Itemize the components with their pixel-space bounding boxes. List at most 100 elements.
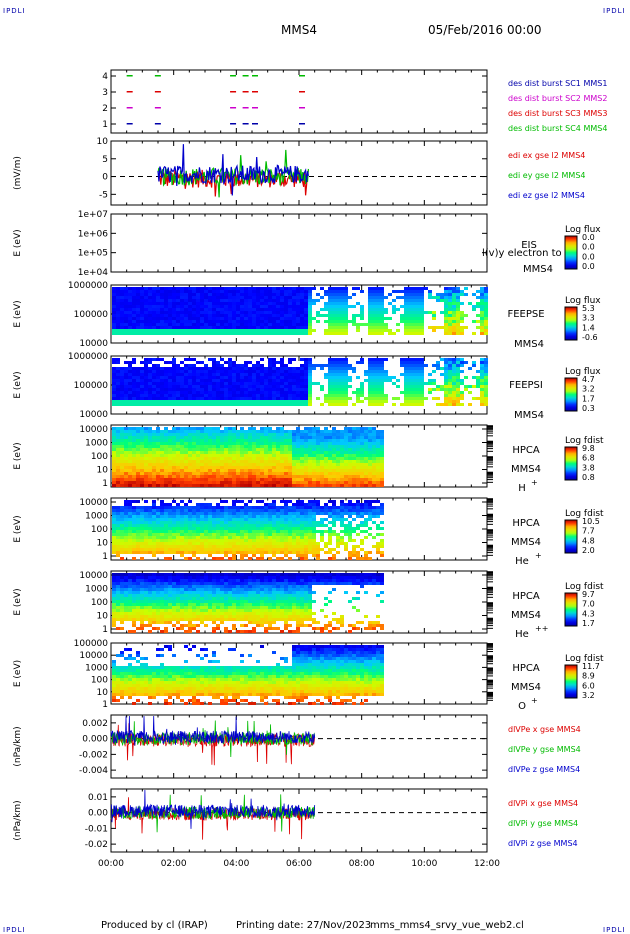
spectrogram-cell <box>268 481 272 484</box>
spectrogram-cell <box>184 463 188 466</box>
spectrogram-cell <box>188 557 192 560</box>
spectrogram-cell <box>128 500 132 503</box>
spectrogram-cell <box>328 391 332 394</box>
spectrogram-cell <box>116 361 120 364</box>
spectrogram-cell <box>264 478 268 481</box>
spectrogram-cell <box>160 320 164 323</box>
spectrogram-cell <box>212 551 216 554</box>
spectrogram-cell <box>228 317 232 320</box>
y-tick-label: 1000000 <box>68 352 108 362</box>
spectrogram-cell <box>324 481 328 484</box>
spectrogram-cell <box>368 293 372 296</box>
spectrogram-cell <box>292 299 296 302</box>
spectrogram-cell <box>220 314 224 317</box>
spectrogram-cell <box>172 448 176 451</box>
spectrogram-cell <box>404 370 408 373</box>
spectrogram-cell <box>288 442 292 445</box>
spectrogram-cell <box>164 445 168 448</box>
spectrogram-cell <box>300 457 304 460</box>
spectrogram-cell <box>160 466 164 469</box>
spectrogram-cell <box>196 533 200 536</box>
spectrogram-cell <box>112 536 116 539</box>
spectrogram-cell <box>248 451 252 454</box>
spectrogram-cell <box>368 317 372 320</box>
spectrogram-cell <box>272 478 276 481</box>
spectrogram-cell <box>296 463 300 466</box>
spectrogram-cell <box>136 545 140 548</box>
spectrogram-cell <box>308 308 312 311</box>
spectrogram-cell <box>296 403 300 406</box>
spectrogram-cell <box>312 427 316 430</box>
y-tick-label: 0 <box>102 173 108 183</box>
spectrogram-cell <box>224 451 228 454</box>
spectrogram-cell <box>224 554 228 557</box>
spectrogram-cell <box>312 299 316 302</box>
spectrogram-cell <box>444 382 448 385</box>
spectrogram-cell <box>244 361 248 364</box>
spectrogram-cell <box>212 448 216 451</box>
spectrogram-cell <box>152 305 156 308</box>
spectrogram-cell <box>160 388 164 391</box>
spectrogram-cell <box>208 323 212 326</box>
spectrogram-cell <box>164 484 168 487</box>
spectrogram-cell <box>252 379 256 382</box>
spectrogram-cell <box>172 373 176 376</box>
spectrogram-cell <box>140 530 144 533</box>
spectrogram-cell <box>140 478 144 481</box>
spectrogram-cell <box>344 481 348 484</box>
spectrogram-cell <box>140 475 144 478</box>
spectrogram-cell <box>268 332 272 335</box>
spectrogram-cell <box>192 299 196 302</box>
spectrogram-cell <box>312 460 316 463</box>
spectrogram-cell <box>164 427 168 430</box>
spectrogram-cell <box>164 287 168 290</box>
spectrogram-cell <box>148 463 152 466</box>
spectrogram-cell <box>432 364 436 367</box>
spectrogram-cell <box>456 394 460 397</box>
spectrogram-cell <box>120 326 124 329</box>
spectrogram-cell <box>480 323 484 326</box>
spectrogram-cell <box>376 403 380 406</box>
spectrogram-cell <box>344 364 348 367</box>
spectrogram-cell <box>292 454 296 457</box>
spectrogram-cell <box>252 296 256 299</box>
y-tick-label: 4 <box>102 72 108 82</box>
spectrogram-cell <box>484 358 488 361</box>
spectrogram-cell <box>328 302 332 305</box>
spectrogram-cell <box>236 469 240 472</box>
spectrogram-cell <box>304 364 308 367</box>
spectrogram-cell <box>168 290 172 293</box>
spectrogram-cell <box>184 460 188 463</box>
spectrogram-cell <box>116 308 120 311</box>
spectrogram-cell <box>228 361 232 364</box>
spectrogram-cell <box>256 478 260 481</box>
spectrogram-cell <box>164 545 168 548</box>
spectrogram-cell <box>324 400 328 403</box>
spectrogram-cell <box>308 364 312 367</box>
spectrogram-cell <box>368 388 372 391</box>
spectrogram-cell <box>340 326 344 329</box>
spectrogram-cell <box>344 400 348 403</box>
spectrogram-cell <box>376 370 380 373</box>
spectrogram-cell <box>304 332 308 335</box>
spectrogram-cell <box>416 397 420 400</box>
spectrogram-cell <box>244 397 248 400</box>
spectrogram-cell <box>300 466 304 469</box>
spectrogram-cell <box>368 314 372 317</box>
spectrogram-cell <box>252 403 256 406</box>
spectrogram-cell <box>184 551 188 554</box>
spectrogram-cell <box>132 509 136 512</box>
spectrogram-cell <box>340 305 344 308</box>
spectrogram-cell <box>204 521 208 524</box>
spectrogram-cell <box>256 460 260 463</box>
spectrogram-cell <box>144 484 148 487</box>
spectrogram-cell <box>292 484 296 487</box>
spectrogram-cell <box>256 361 260 364</box>
spectrogram-cell <box>224 433 228 436</box>
spectrogram-cell <box>280 439 284 442</box>
spectrogram-cell <box>184 518 188 521</box>
spectrogram-cell <box>312 364 316 367</box>
spectrogram-cell <box>268 385 272 388</box>
spectrogram-cell <box>264 469 268 472</box>
spectrogram-cell <box>184 436 188 439</box>
